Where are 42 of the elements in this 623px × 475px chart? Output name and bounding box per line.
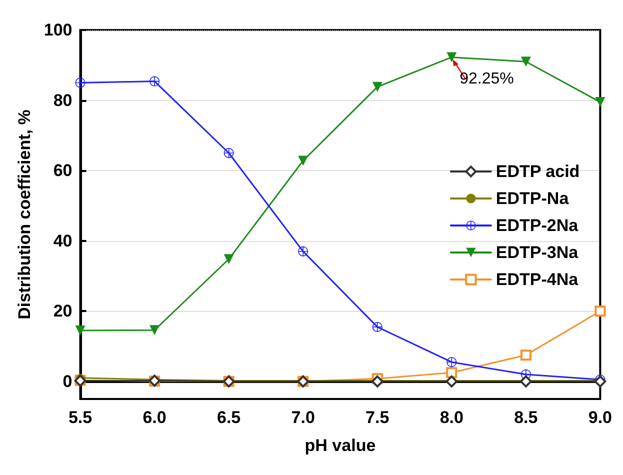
y-tick-label: 40 <box>53 231 72 250</box>
legend-label: EDTP-Na <box>496 189 570 208</box>
x-tick-label: 5.5 <box>68 408 92 427</box>
y-tick-label: 100 <box>44 20 72 40</box>
point <box>446 367 458 378</box>
point <box>224 148 234 158</box>
x-tick-label: 7.0 <box>291 408 315 427</box>
y-tick-label: 60 <box>53 161 72 180</box>
point <box>372 82 382 92</box>
point <box>224 254 234 264</box>
point <box>371 375 384 388</box>
legend-label: EDTP-3Na <box>496 243 579 262</box>
x-tick-label: 6.5 <box>216 408 241 427</box>
point <box>594 375 606 388</box>
point <box>150 325 160 336</box>
point <box>446 52 457 62</box>
point <box>298 246 308 256</box>
legend-label: EDTP acid <box>496 162 580 181</box>
point <box>595 97 606 108</box>
point <box>446 357 457 368</box>
x-axis-title: pH value <box>304 436 376 455</box>
x-tick-label: 8.5 <box>514 408 538 427</box>
y-axis-title: Distribution coefficient, % <box>15 110 34 320</box>
point <box>520 56 531 67</box>
point <box>446 375 458 388</box>
point <box>298 156 308 166</box>
x-tick-label: 6.0 <box>142 408 166 427</box>
x-tick-label: 9.0 <box>588 408 612 427</box>
y-tick-label: 80 <box>53 90 72 110</box>
y-tick-label: 20 <box>53 302 72 321</box>
annotation: 92.25% <box>460 70 514 88</box>
point <box>520 375 532 388</box>
point <box>594 306 606 317</box>
legend-label: EDTP-2Na <box>496 216 579 235</box>
point <box>150 76 160 86</box>
point <box>75 325 86 336</box>
x-tick-label: 8.0 <box>440 408 464 427</box>
x-tick-label: 7.5 <box>366 408 390 427</box>
y-tick-label: 0 <box>62 372 72 391</box>
point <box>372 322 382 332</box>
point <box>520 350 532 361</box>
legend-label: EDTP-4Na <box>496 270 579 289</box>
